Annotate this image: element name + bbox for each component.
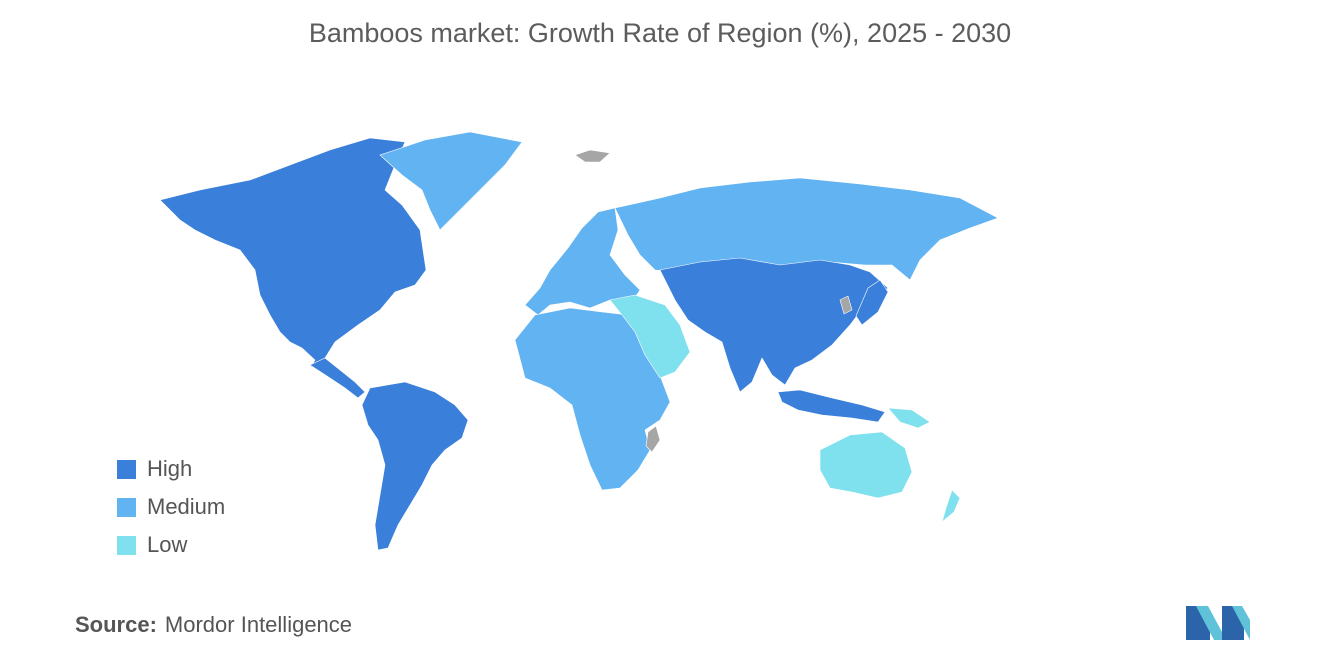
legend-item-medium: Medium: [117, 488, 225, 526]
legend-label: High: [147, 456, 193, 481]
mordor-intelligence-logo-icon: [1186, 606, 1250, 640]
world-map: [140, 120, 1180, 560]
legend: High Medium Low: [117, 450, 225, 564]
region-north-america: [159, 137, 427, 369]
region-middle-east: [609, 294, 691, 379]
source-value: Mordor Intelligence: [164, 612, 353, 637]
region-new-guinea: [887, 407, 931, 429]
region-svalbard: [574, 149, 611, 163]
legend-swatch-low: [117, 535, 136, 555]
region-asia-pacific: [659, 257, 889, 393]
legend-item-low: Low: [117, 526, 225, 564]
region-australia: [819, 431, 913, 499]
region-europe: [524, 207, 641, 316]
region-madagascar: [645, 425, 661, 453]
region-southeast-asia-islands: [777, 389, 886, 423]
chart-title: Bamboos market: Growth Rate of Region (%…: [308, 18, 1012, 48]
legend-label: Medium: [147, 494, 226, 519]
source-label: Source:: [75, 612, 157, 637]
legend-item-high: High: [117, 450, 225, 488]
legend-swatch-medium: [117, 497, 136, 517]
region-new-zealand: [941, 489, 961, 523]
region-korea: [839, 295, 853, 315]
region-japan: [855, 279, 889, 326]
region-greenland: [379, 131, 523, 231]
legend-label: Low: [147, 532, 188, 557]
region-central-america: [309, 357, 366, 399]
legend-swatch-high: [117, 459, 136, 479]
region-south-america: [361, 381, 469, 551]
source-note: Source: Mordor Intelligence: [75, 612, 352, 638]
